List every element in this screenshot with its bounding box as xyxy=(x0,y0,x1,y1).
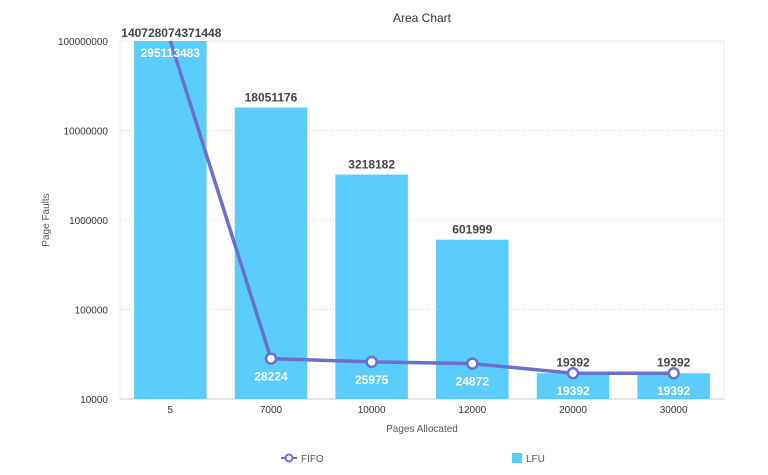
x-tick-label: 30000 xyxy=(660,405,688,416)
bar-lfu-12000 xyxy=(436,239,509,399)
legend-lfu-label: LFU xyxy=(526,454,545,465)
x-axis-title: Pages Allocated xyxy=(386,424,458,435)
x-tick-label: 5 xyxy=(168,405,174,416)
line-value-label: 19392 xyxy=(657,355,691,369)
y-tick-label: 10000000 xyxy=(64,127,109,138)
bar-lfu-5 xyxy=(134,41,207,399)
fifo-point-10000 xyxy=(365,355,378,369)
chart-title: Area Chart xyxy=(393,11,452,25)
y-axis-title: Page Faults xyxy=(41,193,52,246)
bar-value-label: 18051176 xyxy=(245,91,298,105)
fifo-point-12000 xyxy=(466,357,479,370)
legend-item-fifo[interactable]: FIFO xyxy=(281,453,324,465)
bar-value-label: 601999 xyxy=(452,223,492,237)
y-tick-label: 100000 xyxy=(75,306,109,317)
x-tick-label: 12000 xyxy=(458,405,486,416)
x-axis-ticks: 5 7000 10000 12000 20000 30000 xyxy=(168,405,688,416)
line-value-label: 28224 xyxy=(254,370,288,384)
lfu-bars xyxy=(134,41,710,399)
x-tick-label: 10000 xyxy=(358,405,386,416)
bar-lfu-7000 xyxy=(234,107,308,399)
line-value-label: 24872 xyxy=(456,375,490,389)
legend-fifo-marker-icon xyxy=(284,453,294,463)
fifo-series-line xyxy=(168,40,674,376)
legend: FIFO LFU xyxy=(281,453,545,465)
grid-lines xyxy=(119,40,725,400)
fifo-point-7000 xyxy=(264,352,278,365)
legend-item-lfu[interactable]: LFU xyxy=(512,453,545,465)
y-tick-label: 10000 xyxy=(80,395,108,406)
line-value-label: 19392 xyxy=(556,355,590,369)
fifo-point-30000 xyxy=(667,367,680,380)
legend-lfu-swatch-icon xyxy=(512,453,522,463)
line-value-label: 140728074371448 xyxy=(121,26,221,40)
legend-fifo-label: FIFO xyxy=(301,454,324,465)
data-labels: 295113483 18051176 3218182 601999 19392 19392… xyxy=(121,26,690,398)
fifo-point-20000 xyxy=(566,367,580,380)
bar-value-label: 19392 xyxy=(657,384,691,398)
line-value-label: 25975 xyxy=(355,373,389,387)
x-tick-label: 20000 xyxy=(559,405,587,416)
y-axis-ticks: 10000 100000 1000000 10000000 100000000 xyxy=(58,37,108,406)
fifo-line xyxy=(168,40,680,380)
y-tick-label: 100000000 xyxy=(58,37,108,48)
x-tick-label: 7000 xyxy=(260,405,283,416)
bar-value-label: 19392 xyxy=(556,384,590,398)
bar-value-label: 3218182 xyxy=(348,158,395,172)
bar-value-label: 295113483 xyxy=(141,46,201,60)
y-tick-label: 1000000 xyxy=(69,216,108,227)
